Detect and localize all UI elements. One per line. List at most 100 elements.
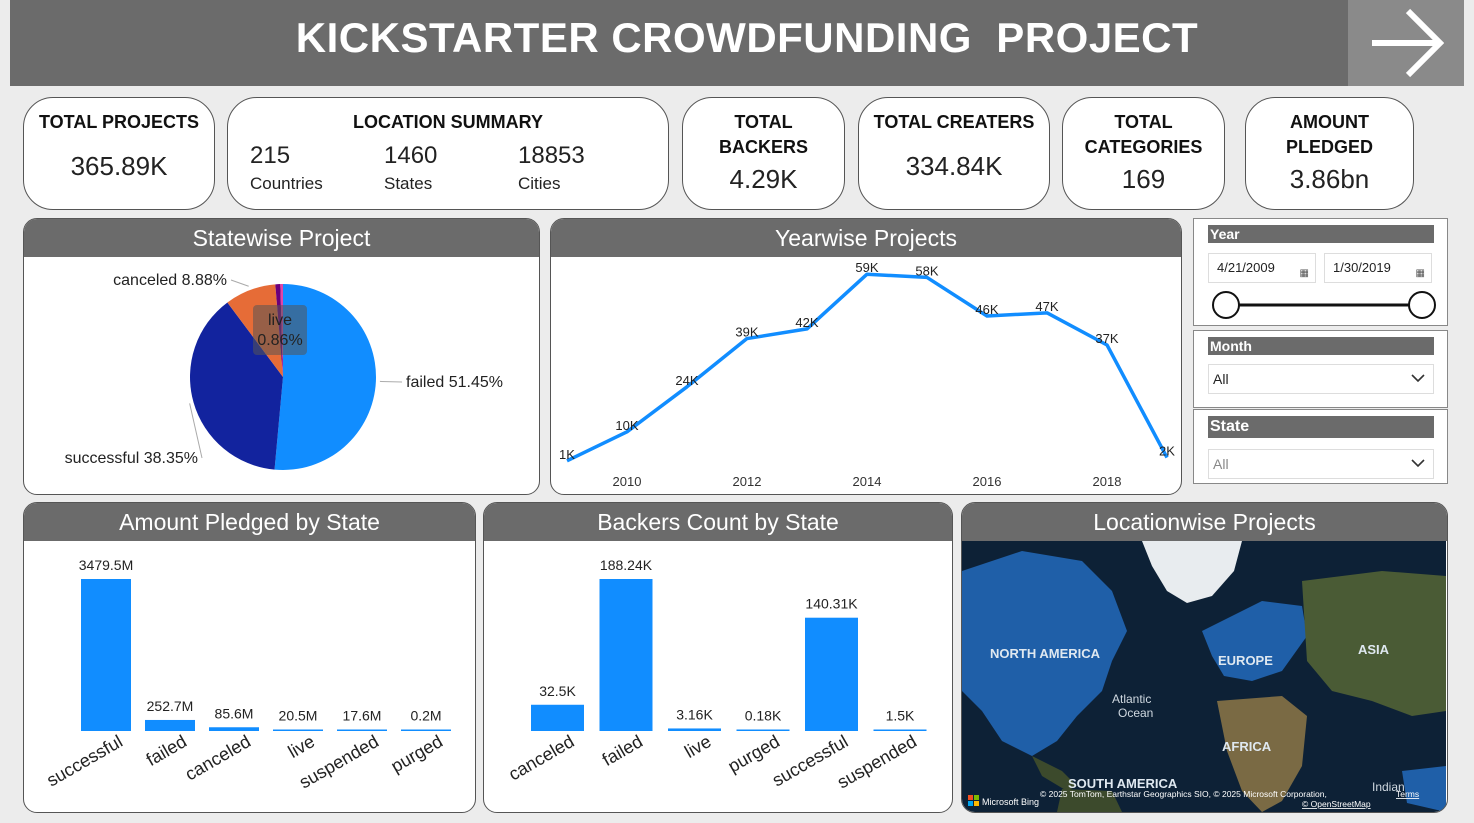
yearwise-panel: Yearwise Projects 1K 10K 24K 39K 42K 59K 58K 46… [550, 218, 1182, 495]
africa-landmass [1217, 696, 1307, 812]
pledged-bar-canceled[interactable] [209, 727, 259, 731]
yearwise-data-label: 1K [559, 447, 575, 462]
amount-pledged-card: AMOUNT PLEDGED 3.86bn [1245, 97, 1414, 210]
total-creators-card: TOTAL CREATERS 334.84K [858, 97, 1050, 210]
backers-category-label: canceled [505, 731, 577, 784]
calendar-icon[interactable]: ▦ [1299, 268, 1309, 279]
year-slicer[interactable]: Year 4/21/2009 ▦ 1/30/2019 ▦ [1193, 218, 1448, 326]
central-america-landmass [1032, 756, 1077, 791]
slider-end-handle[interactable] [1408, 291, 1436, 319]
pledged-category-label: live [285, 731, 318, 762]
countries-stat: 215 Countries [250, 142, 323, 194]
pledged-category-label: purged [387, 731, 446, 776]
backers-bar-live[interactable] [668, 728, 721, 731]
yearwise-data-label: 39K [735, 325, 758, 340]
pie-slice-successful[interactable] [190, 302, 283, 470]
statewise-pie-chart[interactable]: failed 51.45% successful 38.35% canceled 8… [24, 257, 538, 493]
map-label-ocean: Ocean [1118, 706, 1153, 720]
yearwise-x-tick: 2018 [1093, 474, 1122, 489]
month-dropdown-value: All [1213, 371, 1229, 387]
location-title: Locationwise Projects [962, 503, 1447, 541]
pledged-bar-chart[interactable]: 3479.5M successful 252.7M failed 85.6M cancel… [24, 541, 474, 811]
arrow-right-icon [1372, 8, 1444, 78]
yearwise-line-chart[interactable]: 1K 10K 24K 39K 42K 59K 58K 46K 47K 37K 2K 2010 2012 2… [551, 257, 1180, 493]
total-backers-card: TOTAL BACKERS 4.29K [682, 97, 845, 210]
year-start-value: 4/21/2009 [1217, 260, 1275, 275]
pledged-data-label: 0.2M [410, 708, 441, 724]
countries-value: 215 [250, 142, 291, 169]
yearwise-data-label: 37K [1095, 331, 1118, 346]
yearwise-x-tick: 2010 [613, 474, 642, 489]
yearwise-data-label: 58K [915, 263, 938, 278]
pledged-panel: Amount Pledged by State 3479.5M successfu… [23, 502, 476, 813]
state-dropdown[interactable]: All [1208, 449, 1434, 479]
location-summary-card: LOCATION SUMMARY 215 Countries 1460 Stat… [227, 97, 669, 210]
backers-bar-purged[interactable] [736, 729, 790, 732]
pie-label-canceled: canceled 8.88% [113, 272, 227, 289]
pledged-data-label: 3479.5M [79, 557, 133, 573]
map-brand: Microsoft Bing [982, 797, 1039, 807]
states-value: 1460 [384, 142, 438, 169]
backers-bar-canceled[interactable] [531, 704, 584, 731]
total-creators-label: TOTAL CREATERS [873, 112, 1035, 132]
map-label-africa: AFRICA [1222, 739, 1272, 754]
yearwise-x-tick: 2012 [733, 474, 762, 489]
slider-start-handle[interactable] [1212, 291, 1240, 319]
pie-tooltip-label: live [268, 312, 292, 329]
month-dropdown[interactable]: All [1208, 364, 1434, 394]
cities-unit: Cities [518, 174, 561, 193]
year-end-date[interactable]: 1/30/2019 ▦ [1324, 253, 1432, 283]
year-end-value: 1/30/2019 [1333, 260, 1391, 275]
yearwise-series-line[interactable] [566, 272, 1169, 463]
microsoft-logo-icon [968, 795, 979, 806]
map-osm-link[interactable]: © OpenStreetMap [1302, 799, 1371, 809]
state-slicer-header: State [1208, 416, 1434, 438]
yearwise-x-tick: 2016 [973, 474, 1002, 489]
backers-bar-chart[interactable]: 32.5K canceled 188.24K failed 3.16K live 0.18K… [484, 541, 951, 811]
pledged-bar-successful[interactable] [81, 579, 131, 731]
cities-stat: 18853 Cities [518, 142, 585, 194]
backers-bar-successful[interactable] [805, 617, 858, 731]
yearwise-data-label: 24K [675, 373, 698, 388]
yearwise-data-label: 2K [1159, 444, 1175, 459]
map-label-north-america: NORTH AMERICA [990, 646, 1101, 661]
pledged-data-label: 85.6M [215, 705, 254, 721]
backers-data-label: 32.5K [539, 683, 576, 699]
yearwise-data-label: 10K [615, 418, 638, 433]
pledged-title: Amount Pledged by State [24, 503, 475, 541]
map-label-south-america: SOUTH AMERICA [1068, 776, 1178, 791]
next-page-button[interactable] [1348, 0, 1464, 86]
pledged-bar-failed[interactable] [145, 719, 195, 731]
pledged-category-label: canceled [182, 731, 254, 784]
map-label-indian: Indian [1372, 780, 1405, 794]
backers-data-label: 188.24K [600, 557, 653, 573]
backers-data-label: 0.18K [745, 708, 782, 724]
backers-bar-suspended[interactable] [873, 729, 927, 732]
south-america-landmass [1057, 789, 1122, 812]
world-map[interactable]: NORTH AMERICA EUROPE ASIA Atlantic Ocean… [962, 541, 1446, 812]
yearwise-title: Yearwise Projects [551, 219, 1181, 257]
pledged-bar-suspended[interactable] [337, 729, 387, 732]
map-label-atlantic: Atlantic [1112, 692, 1151, 706]
backers-bar-failed[interactable] [599, 579, 653, 731]
year-start-date[interactable]: 4/21/2009 ▦ [1208, 253, 1316, 283]
pledged-bar-live[interactable] [273, 729, 323, 732]
month-slicer[interactable]: Month All [1193, 330, 1448, 408]
chevron-down-icon [1411, 374, 1425, 383]
total-categories-label-2: CATEGORIES [1084, 137, 1203, 157]
location-panel: Locationwise Projects NORTH AMERICA EURO… [961, 502, 1448, 813]
calendar-icon[interactable]: ▦ [1415, 268, 1425, 279]
year-slicer-header: Year [1208, 225, 1434, 243]
pie-tooltip-value: 0.86% [257, 332, 302, 349]
map-terms-link[interactable]: Terms [1396, 789, 1419, 799]
pie-leader-line [379, 380, 403, 383]
north-america-landmass [962, 551, 1127, 756]
header-bar: KICKSTARTER CROWDFUNDING PROJECT [10, 0, 1464, 86]
total-creators-value: 334.84K [905, 151, 1003, 181]
total-backers-label-2: BACKERS [718, 137, 808, 157]
statewise-title: Statewise Project [24, 219, 539, 257]
pie-leader-line [230, 279, 249, 287]
year-range-slider[interactable] [1204, 289, 1444, 323]
state-slicer[interactable]: State All [1193, 409, 1448, 484]
pledged-bar-purged[interactable] [401, 729, 451, 732]
